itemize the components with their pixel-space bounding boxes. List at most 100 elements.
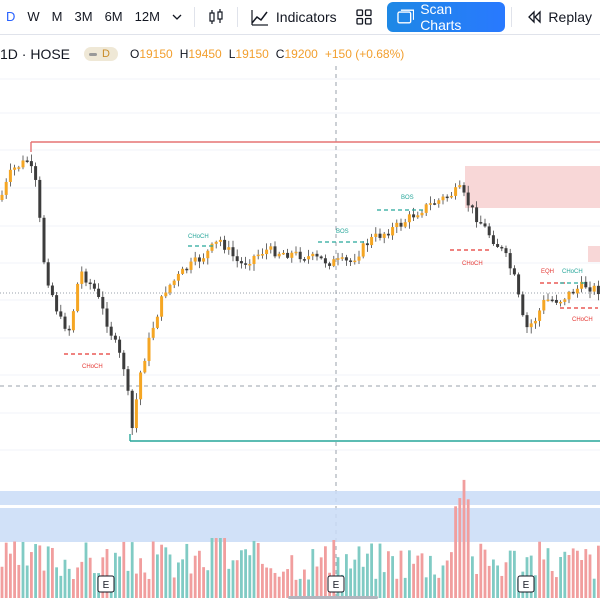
volume-bar [0,566,4,598]
close-label: C [275,47,285,61]
candle-body [260,254,264,256]
candle-body [386,233,390,236]
candle-body [563,299,567,302]
candle-body [160,296,164,317]
volume-bar [46,546,50,598]
symbol-title[interactable]: 1D · HOSE [0,46,71,62]
volume-bar [345,554,348,598]
timeframe-3m[interactable]: 3M [74,9,93,24]
scan-charts-button[interactable]: Scan Charts [386,1,506,33]
volume-bar [84,542,88,598]
volume-bar [517,578,520,598]
timeframe-12m[interactable]: 12M [134,9,160,24]
timeframe-m[interactable]: M [51,9,63,24]
volume-bar [76,567,79,598]
indicators-icon [251,10,268,26]
volume-bar [597,545,600,598]
candle-body [538,310,542,321]
volume-bar [240,550,243,598]
candle-body [239,261,243,264]
candles-icon[interactable] [201,0,231,34]
volume-bar [277,576,281,598]
volume-bar [408,550,411,598]
candle-body [248,264,252,266]
candle-body [172,280,176,285]
volume-bar [177,562,180,598]
candle-body [168,284,172,293]
volume-bar [126,570,130,598]
timeframe-6m[interactable]: 6M [104,9,123,24]
candle-body [428,203,432,205]
candle-body [76,283,80,312]
candle-body [328,263,332,266]
candle-body [105,308,109,327]
candle-body [407,214,411,223]
candle-body [42,217,46,263]
candle-body [101,296,105,309]
candle-body [584,281,588,288]
chevron-down-icon[interactable] [166,0,188,34]
candle-body [454,187,458,196]
replay-button[interactable]: Replay [518,0,600,34]
volume-bar [580,560,583,598]
candle-body [197,257,201,262]
volume-bar [357,546,361,598]
eqh-label: EQH [541,269,554,275]
candle-body [340,257,344,259]
candle-body [21,160,25,168]
choch-bearish-label: CHoCH [82,364,103,370]
candle-body [46,262,50,286]
volume-bar [214,538,218,598]
volume-bar [130,542,134,598]
volume-bar [462,479,466,598]
indicators-button[interactable]: Indicators [244,0,343,34]
candle-body [462,185,466,193]
earnings-marker-label: E [523,580,530,591]
volume-bar [34,544,37,598]
candle-body [559,301,563,304]
candle-body [420,212,424,216]
candle-body [50,285,54,296]
volume-bar [256,543,260,598]
candle-body [231,247,235,257]
volume-bar [399,550,403,598]
candle-body [596,285,600,295]
candle-body [206,250,210,259]
volume-bar [93,573,96,598]
candle-body [533,320,537,324]
volume-bar [571,548,575,598]
candle-body [571,291,575,294]
grid-icon[interactable] [349,0,379,34]
candle-body [29,161,33,167]
volume-bar [534,575,537,598]
volume-bar [504,562,508,598]
timeframe-d[interactable]: D [6,9,16,24]
candle-body [193,257,197,262]
volume-bar [206,570,210,598]
volume-bar [454,506,457,598]
volume-bar [424,577,428,598]
interval-pill[interactable]: D [84,47,118,61]
volume-bar [475,573,478,598]
candle-body [13,167,17,170]
candle-body [122,352,126,370]
earnings-marker [97,575,115,593]
volume-bar [198,550,201,598]
ohlc-legend: 1D · HOSE D O 19150 H 19450 L 19150 C 19200 … [0,44,404,64]
candle-body [214,241,218,244]
divider [193,7,195,27]
volume-bar [542,559,546,598]
market-structure: CHoCH CHoCH BOS BOS CHoCH EQH CHoCH CHoCH [64,195,598,370]
timeframe-w[interactable]: W [27,9,40,24]
volume-bar [525,557,529,598]
candle-body [25,160,29,162]
candle-body [542,299,546,311]
candle-body [143,360,147,373]
candle-body [92,283,96,289]
candle-body [218,239,222,242]
volume-bar [168,554,172,598]
candle-body [378,233,382,238]
volume-bar [303,569,306,598]
volume-bar [231,560,235,598]
